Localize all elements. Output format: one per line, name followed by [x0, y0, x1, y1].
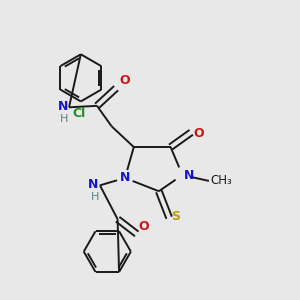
Text: CH₃: CH₃	[210, 174, 232, 188]
Text: O: O	[119, 74, 130, 87]
Text: N: N	[58, 100, 68, 113]
Text: H: H	[90, 192, 99, 202]
Text: O: O	[194, 127, 204, 140]
Text: H: H	[60, 114, 68, 124]
Text: N: N	[120, 172, 130, 184]
Text: N: N	[88, 178, 98, 191]
Text: O: O	[138, 220, 149, 233]
Text: Cl: Cl	[73, 107, 86, 120]
Text: N: N	[184, 169, 194, 182]
Text: S: S	[172, 210, 181, 223]
